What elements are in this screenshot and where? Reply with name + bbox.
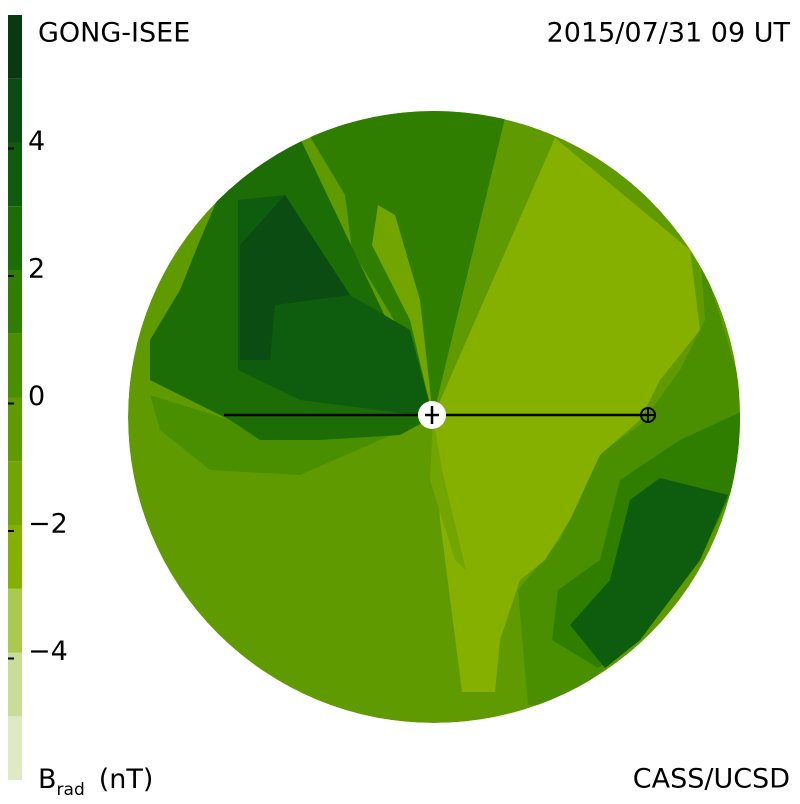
colorbar-tick-label: 4 bbox=[28, 126, 45, 157]
colorbar-band bbox=[8, 588, 22, 653]
credit-label: CASS/UCSD bbox=[633, 764, 790, 795]
colorbar-band bbox=[8, 461, 22, 525]
colorbar-band bbox=[8, 78, 22, 143]
contour-region bbox=[430, 417, 466, 570]
colorbar-label-main: B bbox=[38, 764, 57, 795]
colorbar-band bbox=[8, 206, 22, 270]
colorbar-tick-label: 2 bbox=[28, 254, 45, 285]
colorbar-band bbox=[8, 716, 22, 780]
colorbar-band bbox=[8, 270, 22, 334]
contour-region bbox=[570, 478, 728, 668]
contour-region bbox=[372, 205, 433, 417]
chart-title: GONG-ISEE bbox=[38, 18, 190, 49]
date-label: 2015/07/31 09 UT bbox=[547, 18, 791, 49]
colorbar: −4 −2 0 2 4 bbox=[8, 15, 68, 780]
colorbar-tick-label: −4 bbox=[28, 636, 68, 667]
colorbar-band bbox=[8, 652, 22, 717]
colorbar-label-sub: rad bbox=[57, 780, 85, 800]
colorbar-band bbox=[8, 525, 22, 589]
colorbar-label-unit: (nT) bbox=[99, 764, 154, 795]
colorbar-band bbox=[8, 15, 22, 79]
colorbar-band bbox=[8, 397, 22, 462]
colorbar-label: Brad (nT) bbox=[38, 764, 153, 801]
colorbar-band bbox=[8, 333, 22, 398]
colorbar-tick-label: −2 bbox=[28, 509, 68, 540]
colorbar-band bbox=[8, 142, 22, 207]
contour-region bbox=[240, 195, 350, 360]
colorbar-tick-label: 0 bbox=[28, 381, 45, 412]
